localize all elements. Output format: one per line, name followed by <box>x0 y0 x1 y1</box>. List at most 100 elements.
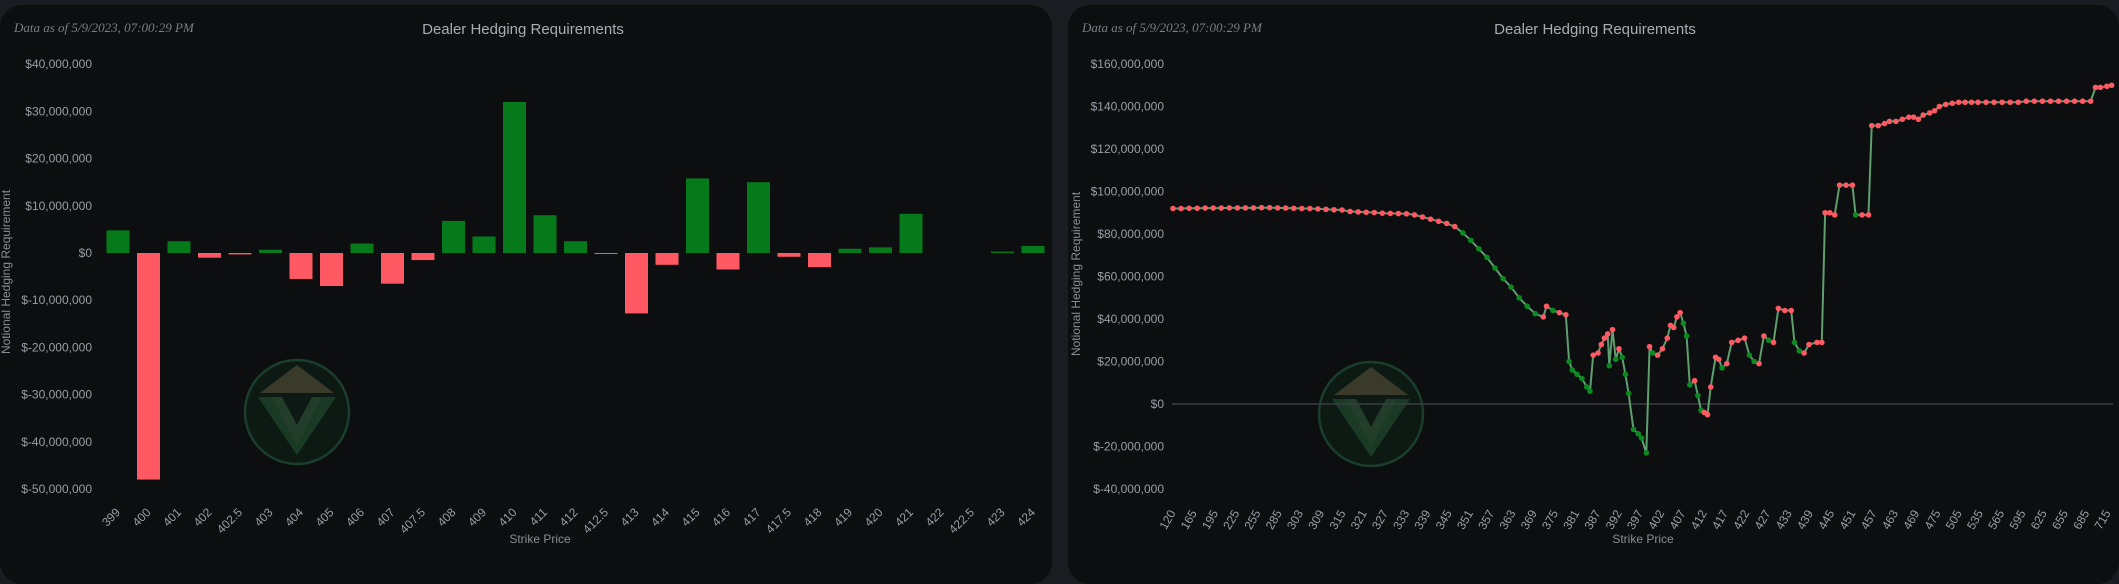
data-point[interactable] <box>1202 205 1208 211</box>
data-point[interactable] <box>1550 307 1556 314</box>
data-point[interactable] <box>1468 237 1474 244</box>
bar[interactable] <box>686 178 709 253</box>
data-point[interactable] <box>1500 275 1506 282</box>
data-point[interactable] <box>1460 230 1466 236</box>
data-point[interactable] <box>1630 426 1637 433</box>
data-point[interactable] <box>1556 309 1563 316</box>
data-point[interactable] <box>1427 216 1434 222</box>
data-point[interactable] <box>1595 350 1601 356</box>
data-point[interactable] <box>1266 204 1273 211</box>
data-point[interactable] <box>1616 345 1622 352</box>
data-point[interactable] <box>1801 350 1807 356</box>
data-point[interactable] <box>1751 358 1758 365</box>
data-point[interactable] <box>1931 107 1938 114</box>
data-point[interactable] <box>1258 204 1265 211</box>
data-point[interactable] <box>1886 118 1893 125</box>
data-point[interactable] <box>1674 314 1680 320</box>
data-point[interactable] <box>1371 209 1378 216</box>
data-point[interactable] <box>1638 435 1645 441</box>
data-point[interactable] <box>1949 100 1956 107</box>
data-point[interactable] <box>1983 99 1989 106</box>
data-point[interactable] <box>1604 331 1611 337</box>
data-point[interactable] <box>1435 218 1442 225</box>
data-point[interactable] <box>1893 118 1899 125</box>
data-point[interactable] <box>1975 99 1981 106</box>
data-point[interactable] <box>1476 246 1482 252</box>
bar[interactable] <box>1021 245 1045 253</box>
data-point[interactable] <box>1788 307 1795 314</box>
data-point[interactable] <box>1728 339 1735 346</box>
data-point[interactable] <box>1791 339 1798 346</box>
data-point[interactable] <box>1563 311 1569 318</box>
data-point[interactable] <box>2097 84 2104 91</box>
bar[interactable] <box>350 243 374 253</box>
data-point[interactable] <box>1796 348 1803 354</box>
data-point[interactable] <box>1968 99 1975 106</box>
bar[interactable] <box>289 253 313 279</box>
data-point[interactable] <box>2108 82 2115 89</box>
data-point[interactable] <box>1819 339 1825 346</box>
bar[interactable] <box>564 241 587 253</box>
data-point[interactable] <box>1587 388 1593 395</box>
data-point[interactable] <box>1936 103 1943 110</box>
data-point[interactable] <box>1910 114 1917 120</box>
data-point[interactable] <box>2087 98 2094 104</box>
data-point[interactable] <box>1170 205 1176 212</box>
data-point[interactable] <box>1680 320 1687 327</box>
data-point[interactable] <box>2063 98 2070 104</box>
data-point[interactable] <box>1315 206 1321 212</box>
data-point[interactable] <box>1852 212 1859 218</box>
bar[interactable] <box>625 253 648 314</box>
data-point[interactable] <box>2104 83 2110 90</box>
data-point[interactable] <box>2079 98 2086 104</box>
data-point[interactable] <box>2039 98 2046 104</box>
data-point[interactable] <box>1905 114 1912 120</box>
data-point[interactable] <box>1943 101 1949 108</box>
data-point[interactable] <box>1670 324 1677 331</box>
bar[interactable] <box>167 241 191 253</box>
data-point[interactable] <box>1355 209 1361 215</box>
data-point[interactable] <box>1543 303 1550 310</box>
data-point[interactable] <box>1920 112 1927 118</box>
bar[interactable] <box>747 182 770 253</box>
bar[interactable] <box>442 220 465 253</box>
bar[interactable] <box>228 253 252 255</box>
data-point[interactable] <box>1186 205 1192 212</box>
data-point[interactable] <box>1299 205 1305 212</box>
bar[interactable] <box>472 236 496 253</box>
data-point[interactable] <box>1532 310 1539 317</box>
data-point[interactable] <box>1566 358 1572 365</box>
data-point[interactable] <box>1540 314 1547 320</box>
data-point[interactable] <box>1991 99 1997 106</box>
data-point[interactable] <box>1395 210 1402 217</box>
data-point[interactable] <box>1646 343 1653 350</box>
bar[interactable] <box>899 213 923 253</box>
data-point[interactable] <box>1625 390 1632 397</box>
data-point[interactable] <box>1691 377 1698 384</box>
data-point[interactable] <box>1569 367 1576 373</box>
data-point[interactable] <box>1609 326 1616 333</box>
data-point[interactable] <box>1451 223 1458 230</box>
bar[interactable] <box>411 253 435 261</box>
data-point[interactable] <box>1598 341 1605 348</box>
data-point[interactable] <box>1619 354 1625 361</box>
data-point[interactable] <box>1622 371 1629 378</box>
bar[interactable] <box>594 253 618 254</box>
data-point[interactable] <box>1210 205 1217 211</box>
data-point[interactable] <box>1583 384 1590 390</box>
bar[interactable] <box>320 253 343 287</box>
data-point[interactable] <box>1250 205 1257 211</box>
data-point[interactable] <box>1868 122 1875 129</box>
data-point[interactable] <box>1724 360 1730 367</box>
data-point[interactable] <box>1443 220 1450 227</box>
data-point[interactable] <box>1524 303 1530 310</box>
data-point[interactable] <box>1955 99 1962 106</box>
data-point[interactable] <box>1806 341 1812 348</box>
data-point[interactable] <box>1290 205 1297 212</box>
bar[interactable] <box>106 230 130 253</box>
data-point[interactable] <box>1775 305 1782 312</box>
data-point[interactable] <box>1194 205 1200 212</box>
data-point[interactable] <box>2055 98 2062 104</box>
bar[interactable] <box>137 253 160 480</box>
bar[interactable] <box>533 215 557 253</box>
